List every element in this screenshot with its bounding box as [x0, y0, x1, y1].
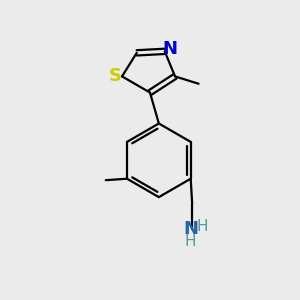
- Text: H: H: [185, 234, 196, 249]
- Text: S: S: [109, 68, 122, 85]
- Text: H: H: [197, 219, 208, 234]
- Text: N: N: [163, 40, 178, 58]
- Text: N: N: [183, 220, 198, 238]
